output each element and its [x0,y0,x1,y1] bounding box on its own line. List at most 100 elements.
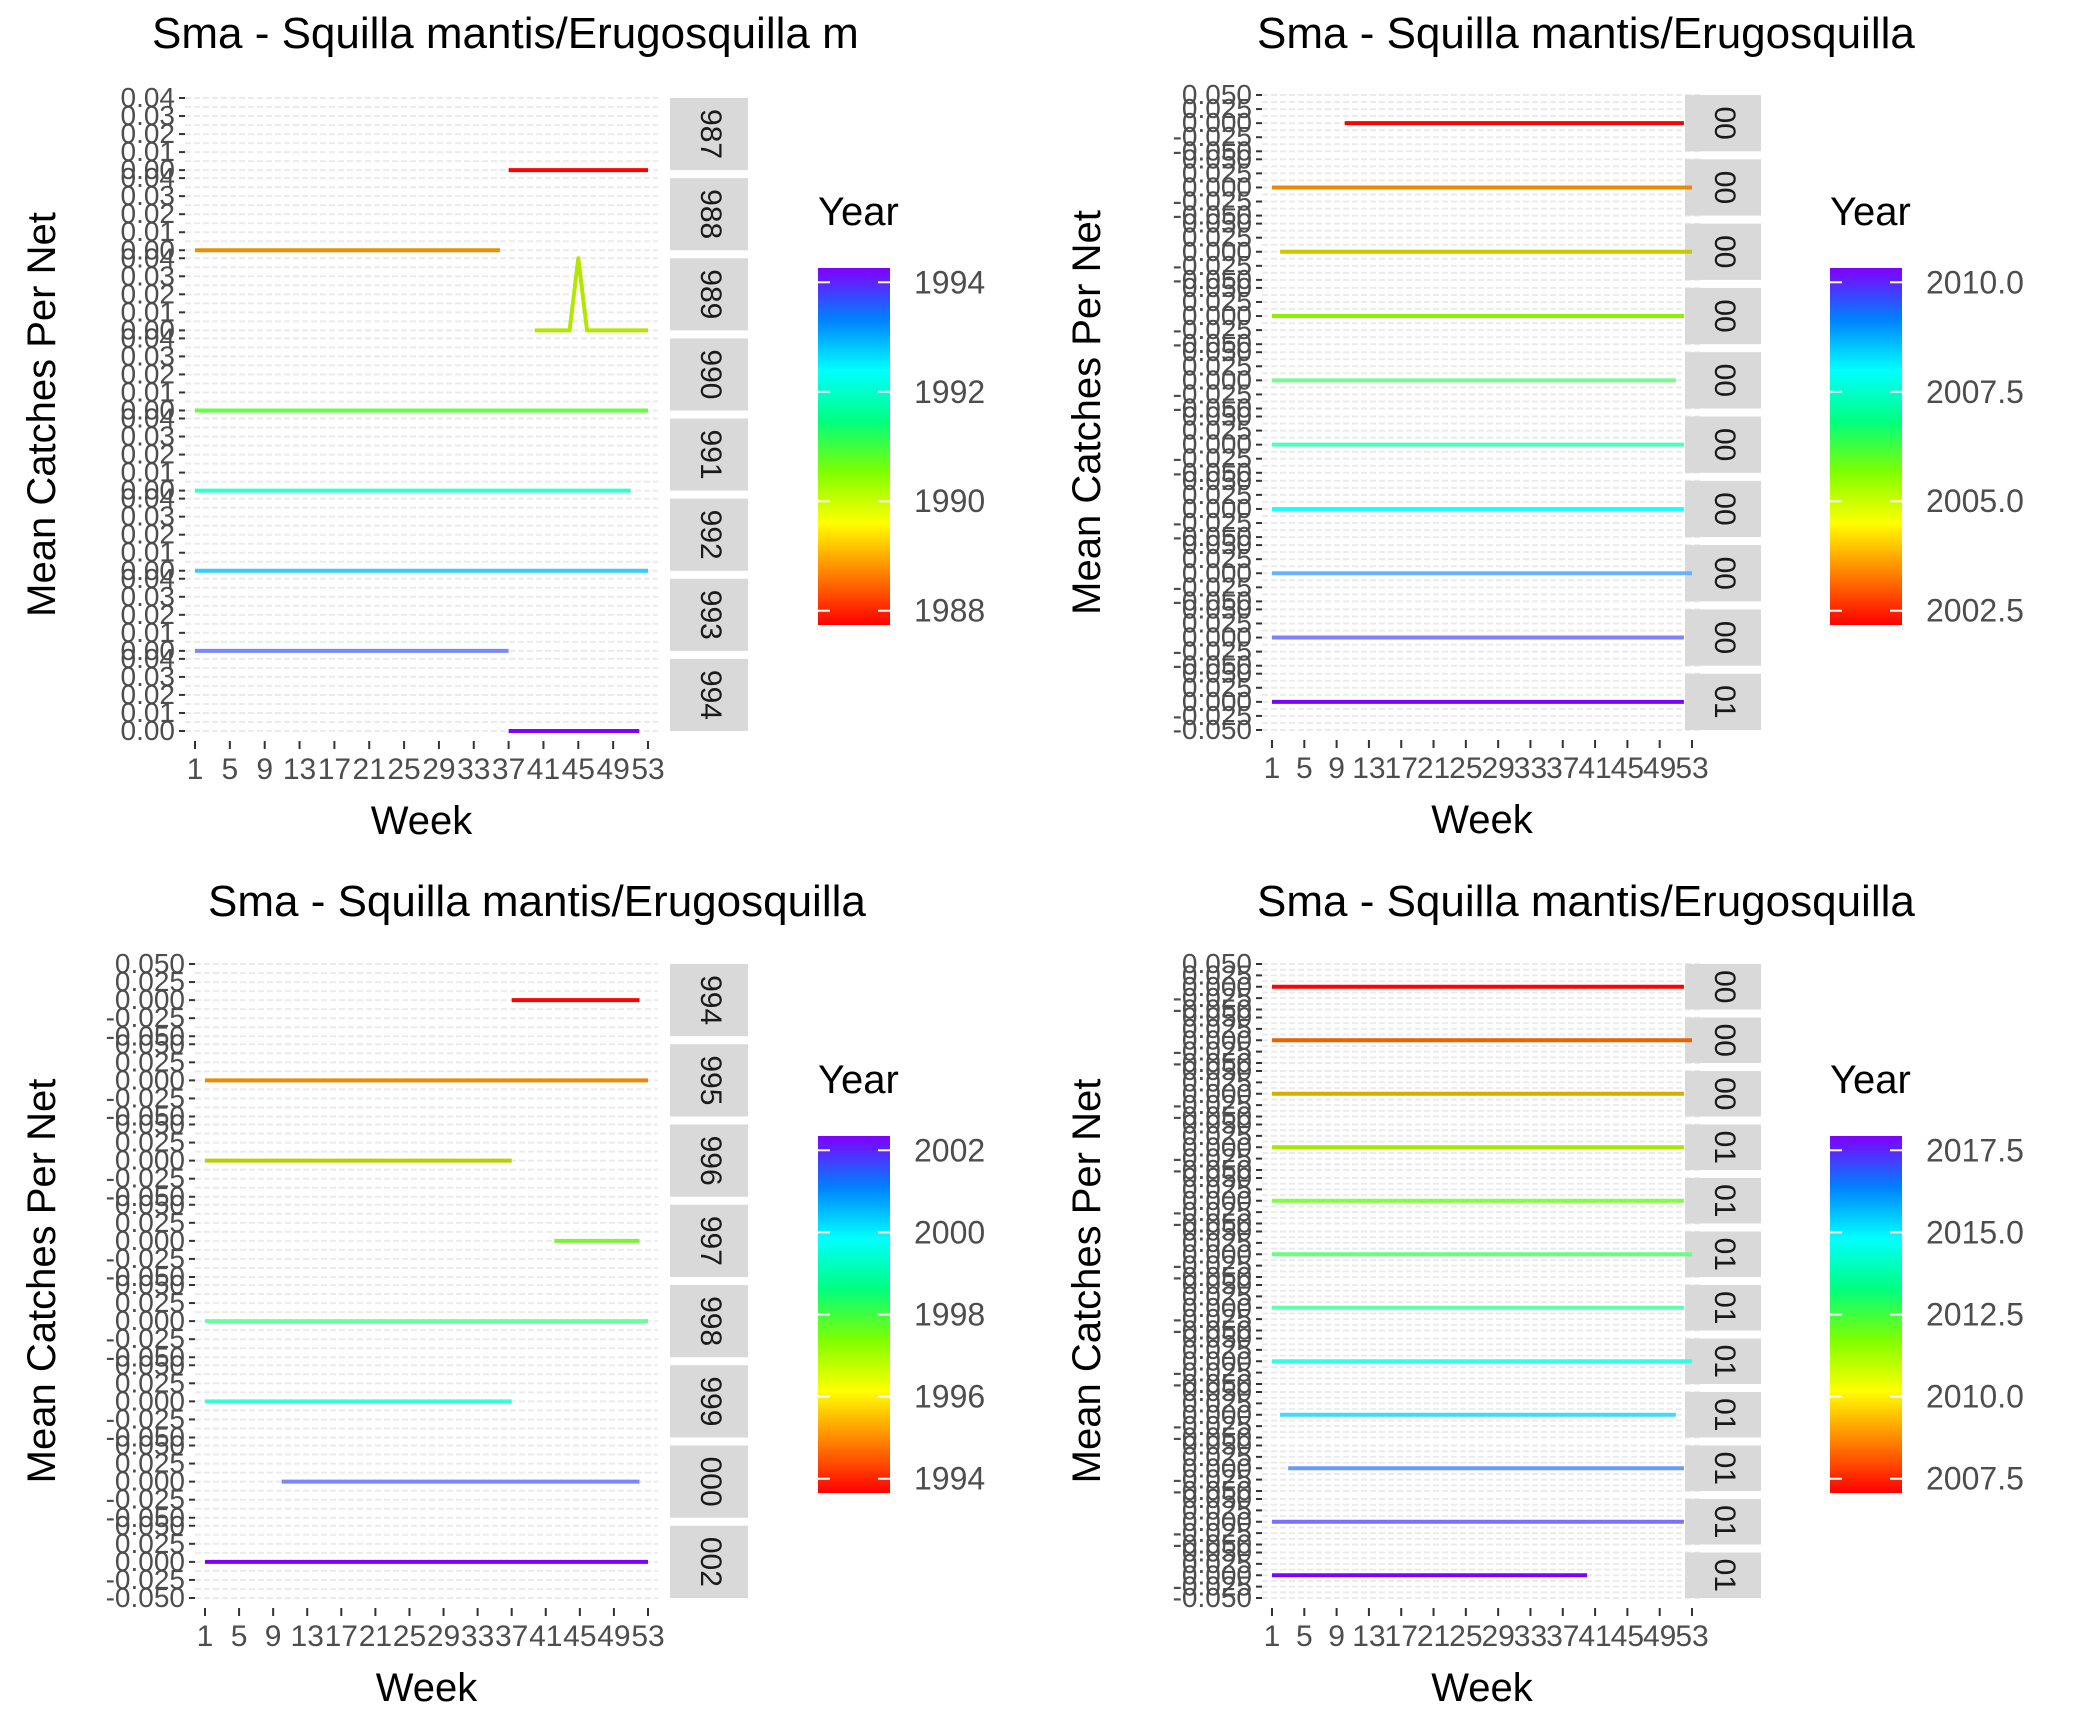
y-tick-label: 0.025 [115,1127,185,1158]
y-tick-label: -0.050 [1173,1208,1252,1239]
chart-title: Sma - Squilla mantis/Erugosquilla [1257,877,1915,926]
facet-strip-label: 992 [694,510,727,560]
x-tick-label: 41 [527,753,560,786]
facet-strip [670,498,748,571]
x-tick-label: 37 [1546,1620,1579,1653]
facet-strip-label: 994 [694,975,727,1025]
y-tick-label: 0.050 [115,1349,185,1380]
subplot-3: Sma - Squilla mantis/Erugosquilla Mean Ca… [20,877,985,1710]
y-tick-label: 0.000 [1182,1559,1252,1590]
y-tick-label: 0.000 [115,1385,185,1416]
y-tick-label: -0.050 [1173,1154,1252,1185]
y-tick-label: 0.025 [115,1367,185,1398]
y-tick-label: 0.04 [121,322,176,353]
y-tick-label: -0.025 [1173,636,1252,667]
facet-strip-label: 997 [694,1216,727,1266]
y-tick-label: -0.025 [1173,1410,1252,1441]
facet-strip [670,578,748,651]
facet-strip [670,1204,748,1277]
y-tick-label: -0.050 [106,1502,185,1533]
y-tick-label: 0.04 [121,82,176,113]
legend-label: 2000 [914,1214,985,1250]
y-tick-label: 0.025 [1182,479,1252,510]
facet-strip [1685,1071,1761,1117]
facet-strip [670,338,748,411]
x-tick-label: 29 [1481,752,1514,785]
facet-strip-label: 00 [1708,299,1741,332]
y-tick-label: -0.050 [1173,1475,1252,1506]
facet-strip [1685,1445,1761,1491]
y-tick-label: -0.050 [1173,585,1252,616]
series-line [534,256,648,333]
x-tick-label: 25 [1449,752,1482,785]
x-tick-label: 29 [422,753,455,786]
legend-label: 2012.5 [1926,1297,2024,1333]
y-tick-label: -0.050 [1173,1422,1252,1453]
legend-label: 1998 [914,1297,985,1333]
legend-label: 2002.5 [1926,593,2024,629]
x-tick-label: 49 [596,753,629,786]
y-tick-label: 0.02 [121,118,176,149]
y-axis-label: Mean Catches Per Net [1065,1079,1109,1484]
chart-title: Sma - Squilla mantis/Erugosquilla [208,877,866,926]
facet-strip [1685,1017,1761,1063]
y-tick-label: 0.02 [121,679,176,710]
y-tick-label: -0.025 [1173,700,1252,731]
y-tick-label: -0.050 [1173,328,1252,359]
legend-title: Year [818,190,899,234]
x-tick-label: 49 [597,1620,630,1653]
x-tick-label: 33 [1514,752,1547,785]
x-tick-label: 13 [283,753,316,786]
x-tick-label: 9 [1328,752,1345,785]
y-tick-label: 0.02 [121,439,176,470]
x-tick-label: 45 [1611,1620,1644,1653]
x-tick-label: 45 [562,753,595,786]
x-tick-label: 41 [1578,752,1611,785]
facet-strip [670,1445,748,1518]
y-tick-label: -0.050 [1173,1368,1252,1399]
y-tick-label: -0.050 [1173,1047,1252,1078]
y-tick-label: 0.000 [1182,971,1252,1002]
y-tick-label: 0.050 [115,1189,185,1220]
y-tick-label: 0.025 [115,966,185,997]
facet-strip-label: 01 [1708,1238,1741,1271]
y-tick-label: 0.050 [1182,1483,1252,1514]
y-tick-label: -0.025 [1173,314,1252,345]
y-tick-label: 0.03 [121,180,176,211]
y-tick-label: 0.000 [1182,1506,1252,1537]
facet-strip [670,658,748,731]
facet-strip-label: 00 [1708,1077,1741,1110]
legend-label: 1996 [914,1379,985,1415]
y-tick-label: 0.025 [115,1207,185,1238]
y-tick-label: 0.025 [1182,286,1252,317]
y-tick-label: -0.050 [1173,521,1252,552]
facet-strip [1685,964,1761,1010]
facet-strip-label: 988 [694,189,727,239]
facet-strip-label: 01 [1708,1345,1741,1378]
y-tick-label: 0.025 [115,1528,185,1559]
y-tick-label: -0.025 [1173,1036,1252,1067]
y-tick-label: 0.01 [121,296,176,327]
legend-title: Year [1830,1058,1911,1102]
x-axis-label: Week [371,799,474,843]
y-tick-label: 0.000 [1182,557,1252,588]
y-tick-label: -0.025 [106,1403,185,1434]
x-tick-label: 13 [291,1620,324,1653]
legend-label: 1994 [914,264,985,300]
y-tick-label: 0.050 [1182,1055,1252,1086]
y-tick-label: 0.025 [1182,1280,1252,1311]
facet-strip [1685,1231,1761,1277]
facet-strip [1685,1338,1761,1384]
y-tick-label: 0.025 [1182,1494,1252,1525]
legend-label: 2007.5 [1926,374,2024,410]
y-tick-label: 0.000 [1182,236,1252,267]
y-tick-label: 0.025 [1182,415,1252,446]
x-axis-label: Week [376,1666,479,1710]
y-tick-label: -0.025 [1173,121,1252,152]
x-tick-label: 5 [222,753,239,786]
facet-strip-label: 01 [1708,1131,1741,1164]
x-tick-label: 29 [427,1620,460,1653]
chart-title: Sma - Squilla mantis/Erugosquilla [1257,9,1915,58]
facet-strip-label: 00 [1708,557,1741,590]
